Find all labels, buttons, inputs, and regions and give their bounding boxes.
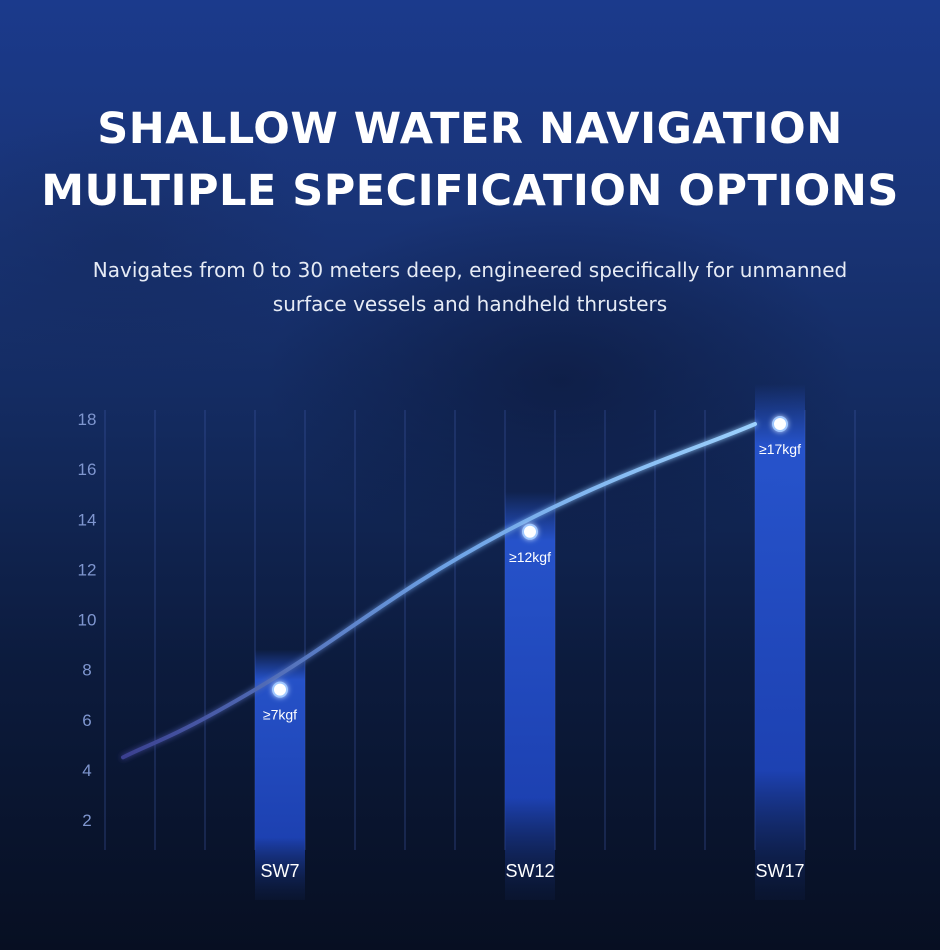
- x-category-label: SW17: [755, 861, 804, 881]
- y-tick-label: 8: [82, 661, 91, 680]
- y-tick-label: 2: [82, 811, 91, 830]
- bar-sw12: [505, 491, 555, 900]
- subtitle-line-2: surface vessels and handheld thrusters: [272, 292, 668, 316]
- trend-line: [121, 422, 757, 760]
- data-labels: ≥7kgf ≥12kgf ≥17kgf: [263, 441, 801, 723]
- subtitle-line-1: Navigates from 0 to 30 meters deep, engi…: [92, 258, 848, 282]
- x-category-label: SW12: [505, 861, 554, 881]
- x-category-label: SW7: [260, 861, 299, 881]
- y-tick-label: 10: [78, 611, 97, 630]
- grid-lines: [104, 410, 856, 850]
- y-tick-label: 6: [82, 711, 91, 730]
- data-label: ≥17kgf: [759, 441, 801, 457]
- trend-line-group: [121, 422, 757, 760]
- data-label: ≥12kgf: [509, 549, 551, 565]
- title-line-1: SHALLOW WATER NAVIGATION: [97, 104, 843, 154]
- bar-sw17: [755, 384, 805, 900]
- bars: [255, 384, 805, 900]
- page-title: SHALLOW WATER NAVIGATION MULTIPLE SPECIF…: [0, 98, 940, 222]
- data-point-marker: [772, 416, 788, 433]
- y-tick-label: 12: [78, 560, 97, 579]
- data-point-marker: [272, 681, 288, 698]
- data-point-marker: [522, 523, 538, 540]
- y-axis-ticks: 2 4 6 8 10 12 14 16 18: [78, 410, 97, 830]
- markers: [272, 416, 788, 698]
- x-axis-labels: SW7 SW12 SW17: [260, 861, 804, 881]
- title-line-2: MULTIPLE SPECIFICATION OPTIONS: [41, 166, 899, 216]
- y-tick-label: 14: [78, 510, 97, 529]
- y-tick-label: 16: [78, 460, 97, 479]
- y-tick-label: 18: [78, 410, 97, 429]
- data-label: ≥7kgf: [263, 707, 297, 723]
- y-tick-label: 4: [82, 761, 91, 780]
- page-subtitle: Navigates from 0 to 30 meters deep, engi…: [40, 253, 900, 321]
